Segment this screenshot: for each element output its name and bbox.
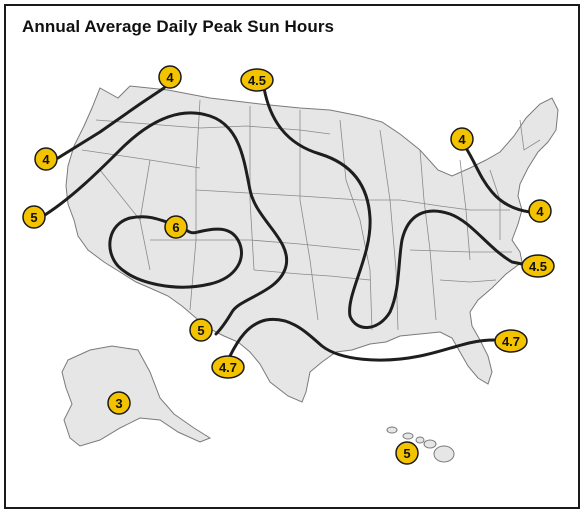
contour-ne-4: [464, 146, 532, 214]
contour-sw-6: [108, 215, 243, 289]
map-title: Annual Average Daily Peak Sun Hours: [22, 17, 335, 36]
label-north-45: 4.5: [240, 68, 274, 92]
alaska-shape: [61, 345, 212, 447]
svg-text:4.5: 4.5: [529, 259, 547, 274]
us-mainland-shape: [65, 85, 559, 403]
label-west-5: 5: [22, 205, 46, 229]
contour-central-45: [262, 86, 524, 329]
label-carolina-45: 4.5: [521, 254, 555, 278]
svg-text:4: 4: [42, 152, 50, 167]
hawaii-shape: [386, 426, 455, 463]
svg-text:4: 4: [536, 204, 544, 219]
label-ne-4: 4: [450, 127, 474, 151]
svg-text:4: 4: [166, 70, 174, 85]
label-sw-6: 6: [164, 215, 188, 239]
contour-west-5: [38, 111, 289, 336]
contour-gulf-47: [228, 317, 496, 362]
svg-text:6: 6: [172, 220, 179, 235]
svg-text:4: 4: [458, 132, 466, 147]
contour-lines: [38, 86, 532, 362]
label-alaska-3: 3: [107, 391, 131, 415]
svg-text:5: 5: [197, 323, 204, 338]
svg-text:5: 5: [30, 210, 37, 225]
label-florida-47: 4.7: [494, 329, 528, 353]
svg-text:4.5: 4.5: [248, 73, 266, 88]
label-gulf-47-left: 4.7: [211, 355, 245, 379]
label-hawaii-5: 5: [395, 441, 419, 465]
svg-text:5: 5: [403, 446, 410, 461]
label-tx-5: 5: [189, 318, 213, 342]
svg-text:4.7: 4.7: [502, 334, 520, 349]
svg-text:4.7: 4.7: [219, 360, 237, 375]
contour-nw-4: [56, 86, 166, 160]
label-nw-mid: 4: [34, 147, 58, 171]
svg-text:3: 3: [115, 396, 122, 411]
label-midatlantic-4: 4: [528, 199, 552, 223]
label-nw-top: 4: [158, 65, 182, 89]
